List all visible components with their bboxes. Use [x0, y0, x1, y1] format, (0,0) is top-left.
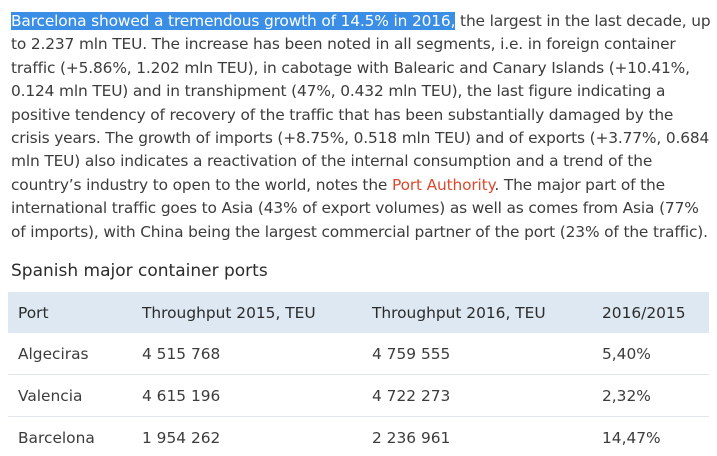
cell-throughput-2016: 4 722 273 [372, 386, 451, 405]
cell-port: Barcelona [18, 428, 95, 447]
cell-port: Algeciras [18, 344, 89, 363]
cell-throughput-2015: 4 615 196 [142, 386, 221, 405]
header-change: 2016/2015 [602, 303, 686, 322]
article-paragraph: Barcelona showed a tremendous growth of … [11, 10, 711, 244]
table-row: Valencia 4 615 196 4 722 273 2,32% [8, 375, 709, 417]
cell-throughput-2016: 4 759 555 [372, 344, 451, 363]
cell-change: 2,32% [602, 386, 651, 405]
cell-throughput-2015: 4 515 768 [142, 344, 221, 363]
article-body: Barcelona showed a tremendous growth of … [11, 10, 711, 244]
header-throughput-2015: Throughput 2015, TEU [142, 303, 316, 322]
cell-change: 5,40% [602, 344, 651, 363]
header-port: Port [18, 303, 49, 322]
port-authority-link[interactable]: Port Authority [391, 175, 495, 194]
cell-change: 14,47% [602, 428, 661, 447]
table-header-row: Port Throughput 2015, TEU Throughput 201… [8, 292, 709, 333]
table-row: Barcelona 1 954 262 2 236 961 14,47% [8, 417, 709, 456]
header-throughput-2016: Throughput 2016, TEU [372, 303, 546, 322]
cell-throughput-2016: 2 236 961 [372, 428, 451, 447]
table-section-title: Spanish major container ports [11, 261, 268, 281]
cell-port: Valencia [18, 386, 83, 405]
paragraph-text-end: . The major part of the international tr… [11, 175, 708, 241]
selected-text[interactable]: Barcelona showed a tremendous growth of … [11, 12, 456, 30]
ports-table: Port Throughput 2015, TEU Throughput 201… [8, 292, 709, 456]
paragraph-text: the largest in the last decade, up to 2.… [11, 12, 711, 194]
table-row: Algeciras 4 515 768 4 759 555 5,40% [8, 333, 709, 375]
cell-throughput-2015: 1 954 262 [142, 428, 221, 447]
